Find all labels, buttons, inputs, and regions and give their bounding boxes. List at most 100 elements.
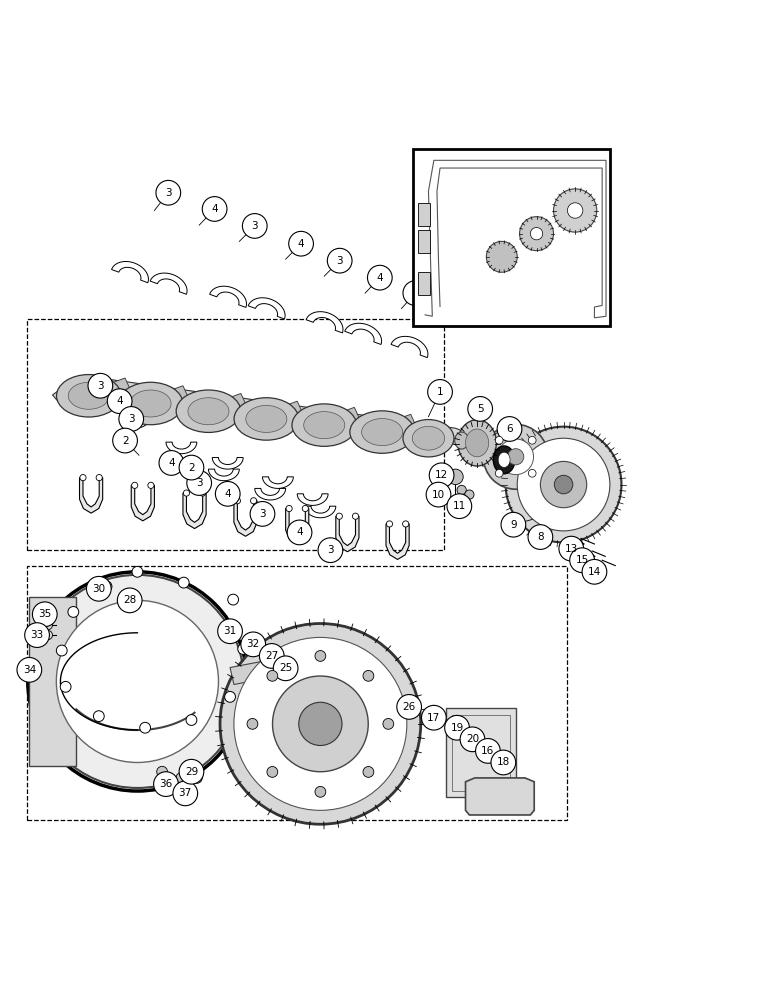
Text: 34: 34 <box>22 665 36 675</box>
Polygon shape <box>446 708 516 797</box>
Circle shape <box>506 427 621 542</box>
Polygon shape <box>166 442 197 454</box>
Circle shape <box>273 656 298 681</box>
Circle shape <box>178 577 189 588</box>
Circle shape <box>486 241 517 272</box>
Circle shape <box>302 505 309 512</box>
Circle shape <box>386 521 393 527</box>
Circle shape <box>318 538 343 563</box>
Circle shape <box>445 715 469 740</box>
Text: 17: 17 <box>427 713 441 723</box>
Circle shape <box>56 645 67 656</box>
Text: 6: 6 <box>506 424 513 434</box>
Ellipse shape <box>176 390 241 432</box>
Circle shape <box>501 512 526 537</box>
Polygon shape <box>249 298 285 319</box>
Circle shape <box>225 691 235 702</box>
Polygon shape <box>306 312 343 333</box>
Text: 33: 33 <box>30 630 44 640</box>
Circle shape <box>520 217 554 251</box>
Circle shape <box>93 711 104 722</box>
Circle shape <box>397 695 422 719</box>
Text: 1: 1 <box>437 387 443 397</box>
Polygon shape <box>29 596 76 766</box>
Circle shape <box>422 705 446 730</box>
Bar <box>418 272 430 295</box>
Circle shape <box>96 475 102 481</box>
Circle shape <box>363 767 374 777</box>
Text: 3: 3 <box>252 221 258 231</box>
Circle shape <box>383 718 394 729</box>
Text: 4: 4 <box>298 239 304 249</box>
Polygon shape <box>120 417 151 428</box>
Polygon shape <box>230 661 270 685</box>
Text: 10: 10 <box>432 490 445 500</box>
Circle shape <box>476 739 500 763</box>
Polygon shape <box>297 494 328 505</box>
Text: 2: 2 <box>188 463 195 473</box>
Text: 8: 8 <box>537 532 543 542</box>
Polygon shape <box>466 778 534 815</box>
Circle shape <box>140 722 151 733</box>
Circle shape <box>570 548 594 573</box>
Circle shape <box>17 657 42 682</box>
Circle shape <box>157 766 168 777</box>
Text: 14: 14 <box>587 567 601 577</box>
Text: 3: 3 <box>165 188 171 198</box>
Circle shape <box>554 189 597 232</box>
Text: 3: 3 <box>337 256 343 266</box>
Polygon shape <box>52 376 475 450</box>
Text: 29: 29 <box>185 767 198 777</box>
Circle shape <box>259 644 284 668</box>
Circle shape <box>148 482 154 488</box>
Polygon shape <box>255 488 286 500</box>
Circle shape <box>352 513 359 519</box>
Text: 20: 20 <box>466 734 479 744</box>
Text: 18: 18 <box>496 757 510 767</box>
Circle shape <box>498 439 533 475</box>
Circle shape <box>220 624 421 824</box>
Circle shape <box>56 600 218 762</box>
Circle shape <box>183 490 189 496</box>
Polygon shape <box>183 493 206 529</box>
Text: 13: 13 <box>564 544 578 554</box>
Circle shape <box>187 471 212 495</box>
Text: 26: 26 <box>402 702 416 712</box>
Circle shape <box>186 715 197 725</box>
Circle shape <box>559 536 584 561</box>
Circle shape <box>402 521 409 527</box>
Text: 36: 36 <box>159 779 173 789</box>
Circle shape <box>465 490 474 499</box>
Circle shape <box>107 389 132 414</box>
Bar <box>418 203 430 226</box>
Ellipse shape <box>361 419 403 446</box>
Circle shape <box>528 469 536 477</box>
Polygon shape <box>151 273 187 294</box>
Text: 16: 16 <box>481 746 495 756</box>
Circle shape <box>101 581 112 592</box>
Circle shape <box>540 461 587 508</box>
Polygon shape <box>81 380 112 392</box>
Bar <box>418 230 430 253</box>
Circle shape <box>457 485 466 495</box>
Text: 4: 4 <box>225 489 231 499</box>
Circle shape <box>202 197 227 221</box>
Circle shape <box>287 520 312 545</box>
Circle shape <box>159 451 184 475</box>
Text: 37: 37 <box>178 788 192 798</box>
Circle shape <box>468 397 493 421</box>
Circle shape <box>43 611 52 620</box>
Circle shape <box>447 494 472 519</box>
Circle shape <box>238 644 249 654</box>
Circle shape <box>426 482 451 507</box>
Text: 12: 12 <box>435 470 449 480</box>
Circle shape <box>363 670 374 681</box>
Ellipse shape <box>188 398 229 425</box>
Circle shape <box>60 681 71 692</box>
Circle shape <box>496 469 503 477</box>
Circle shape <box>25 623 49 647</box>
Text: 35: 35 <box>38 609 52 619</box>
Circle shape <box>43 620 52 630</box>
Ellipse shape <box>303 412 345 439</box>
Circle shape <box>327 248 352 273</box>
